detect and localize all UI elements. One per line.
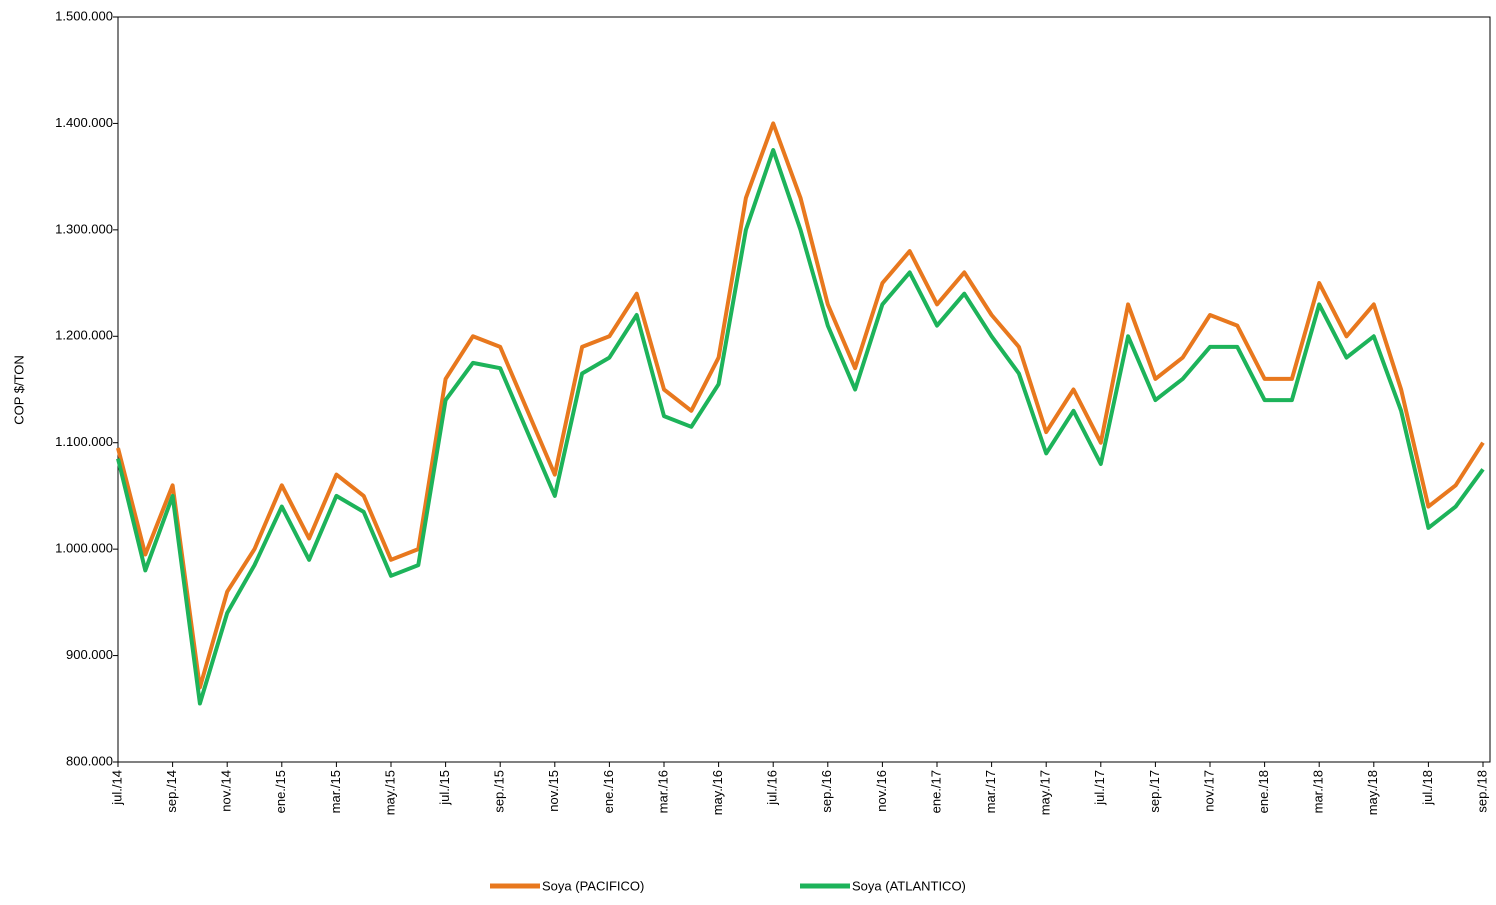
x-tick-label: nov./17 bbox=[1201, 770, 1216, 812]
x-tick-label: mar./16 bbox=[655, 770, 670, 813]
x-tick-label: jul./18 bbox=[1420, 770, 1435, 806]
x-tick-label: jul./16 bbox=[765, 770, 780, 806]
x-tick-label: may./16 bbox=[710, 770, 725, 815]
x-tick-label: sep./14 bbox=[164, 770, 179, 813]
y-tick-label: 1.400.000 bbox=[55, 115, 113, 130]
x-tick-label: ene./18 bbox=[1256, 770, 1271, 813]
y-tick-label: 1.300.000 bbox=[55, 221, 113, 236]
y-tick-label: 1.500.000 bbox=[55, 8, 113, 23]
y-tick-label: 1.100.000 bbox=[55, 434, 113, 449]
series-line bbox=[116, 148, 1485, 706]
x-tick-label: jul./17 bbox=[1092, 770, 1107, 806]
x-tick-label: mar./17 bbox=[983, 770, 998, 813]
x-tick-label: sep./16 bbox=[819, 770, 834, 813]
x-tick-label: sep./15 bbox=[492, 770, 507, 813]
x-tick-label: nov./14 bbox=[219, 770, 234, 812]
y-tick-label: 1.200.000 bbox=[55, 328, 113, 343]
y-axis-label: COP $/TON bbox=[11, 355, 26, 425]
x-tick-label: jul./14 bbox=[109, 770, 124, 806]
x-tick-label: ene./15 bbox=[273, 770, 288, 813]
x-tick-label: sep./17 bbox=[1147, 770, 1162, 813]
x-tick-label: jul./15 bbox=[437, 770, 452, 806]
x-tick-label: nov./16 bbox=[874, 770, 889, 812]
x-tick-label: sep./18 bbox=[1474, 770, 1489, 813]
x-tick-label: ene./17 bbox=[928, 770, 943, 813]
x-tick-label: nov./15 bbox=[546, 770, 561, 812]
y-tick-label: 1.000.000 bbox=[55, 541, 113, 556]
plot-frame bbox=[117, 16, 1491, 763]
x-tick-label: may./18 bbox=[1365, 770, 1380, 815]
legend-label: Soya (ATLANTICO) bbox=[852, 878, 966, 893]
x-tick-label: ene./16 bbox=[601, 770, 616, 813]
y-tick-label: 900.000 bbox=[66, 647, 113, 662]
series-line bbox=[116, 121, 1485, 690]
x-tick-label: may./17 bbox=[1038, 770, 1053, 815]
x-tick-label: mar./15 bbox=[328, 770, 343, 813]
legend-label: Soya (PACIFICO) bbox=[542, 878, 644, 893]
x-tick-label: may./15 bbox=[382, 770, 397, 815]
x-tick-label: mar./18 bbox=[1311, 770, 1326, 813]
y-tick-label: 800.000 bbox=[66, 753, 113, 768]
